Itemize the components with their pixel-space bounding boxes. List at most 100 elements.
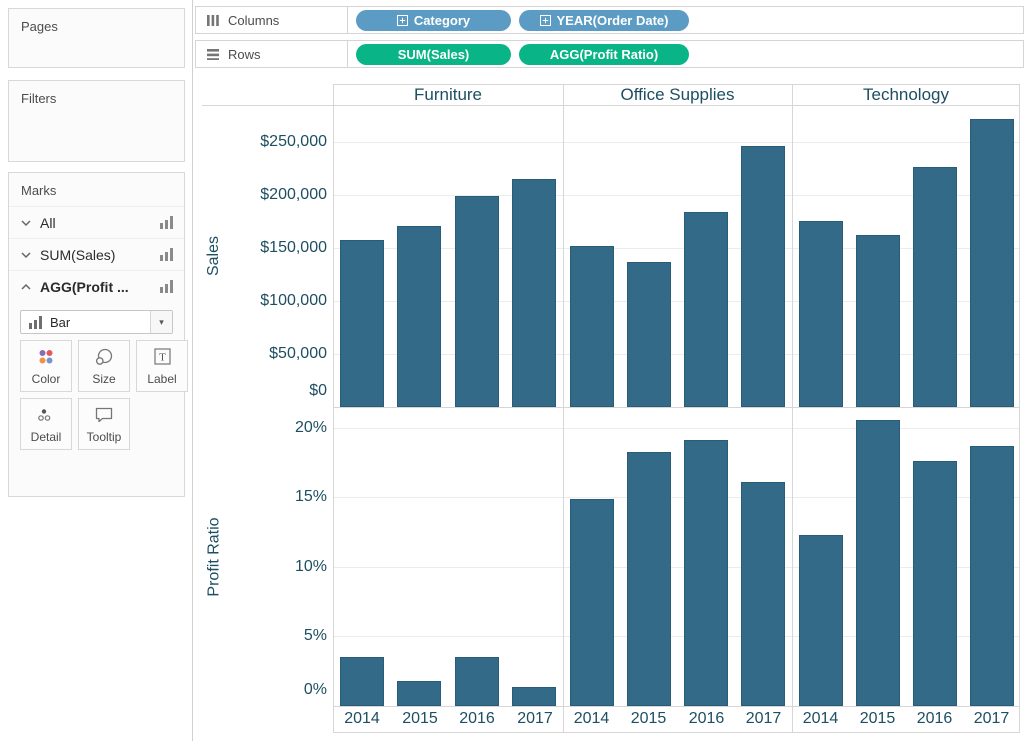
tooltip-button[interactable]: Tooltip xyxy=(78,398,130,450)
bar-office-supplies-2015-sales[interactable] xyxy=(627,262,671,407)
pane-border xyxy=(1019,84,1020,732)
pill-category[interactable]: Category xyxy=(356,9,511,31)
columns-shelf-label: Columns xyxy=(228,12,280,28)
y-axis-title-sales: Sales xyxy=(205,235,222,277)
plus-box-icon[interactable] xyxy=(539,14,551,26)
y-tick-label: $50,000 xyxy=(269,345,327,362)
mark-type-dropdown[interactable]: Bar ▾ xyxy=(20,310,173,334)
pane-border xyxy=(563,84,564,732)
y-tick-label: 10% xyxy=(294,558,327,575)
color-button[interactable]: Color xyxy=(20,340,72,392)
y-tick-label: 20% xyxy=(294,419,327,436)
column-header-furniture[interactable]: Furniture xyxy=(413,85,483,104)
chevron-down-icon[interactable] xyxy=(21,219,31,227)
bar-office-supplies-2017-sales[interactable] xyxy=(741,146,785,407)
column-header-technology[interactable]: Technology xyxy=(862,85,949,104)
side-panel: Pages Filters Marks All xyxy=(0,0,193,741)
x-tick-label: 2015 xyxy=(859,710,896,727)
marks-entry-all[interactable]: All xyxy=(9,206,184,238)
gridline xyxy=(334,354,1019,355)
bar-chart-mini-icon xyxy=(29,315,43,329)
rows-shelf[interactable]: Rows SUM(Sales) AGG(Profit Ratio) xyxy=(195,40,1024,68)
bar-office-supplies-2016-profit-ratio[interactable] xyxy=(684,440,728,706)
header-top-border xyxy=(333,84,1020,85)
bar-office-supplies-2017-profit-ratio[interactable] xyxy=(741,482,785,706)
filters-title: Filters xyxy=(21,91,57,106)
bar-furniture-2015-sales[interactable] xyxy=(397,226,441,407)
bar-office-supplies-2016-sales[interactable] xyxy=(684,212,728,407)
gridline xyxy=(334,636,1019,637)
detail-button[interactable]: Detail xyxy=(20,398,72,450)
y-tick-label: 5% xyxy=(303,627,327,644)
gridline xyxy=(334,142,1019,143)
detail-button-label: Detail xyxy=(30,430,62,444)
bar-technology-2016-sales[interactable] xyxy=(913,167,957,407)
marks-buttons: Color Size T xyxy=(20,340,188,450)
pill-label: Category xyxy=(413,12,471,28)
tooltip-icon xyxy=(79,399,129,430)
gridline xyxy=(334,301,1019,302)
dropdown-caret-icon[interactable]: ▾ xyxy=(150,311,172,333)
y-tick-label: 15% xyxy=(294,488,327,505)
columns-pill-zone: Category YEAR(Order Date) xyxy=(348,9,689,31)
bar-office-supplies-2014-profit-ratio[interactable] xyxy=(570,499,614,706)
column-header-office-supplies[interactable]: Office Supplies xyxy=(620,85,735,104)
x-tick-label: 2015 xyxy=(402,710,438,727)
y-tick-label: $150,000 xyxy=(260,239,327,256)
pill-label: SUM(Sales) xyxy=(397,46,470,62)
chevron-down-icon[interactable] xyxy=(21,251,31,259)
bar-furniture-2014-profit-ratio[interactable] xyxy=(340,657,384,706)
filters-shelf-card[interactable]: Filters xyxy=(8,80,185,162)
bar-technology-2014-profit-ratio[interactable] xyxy=(799,535,843,706)
marks-entry-sum-sales[interactable]: SUM(Sales) xyxy=(9,238,184,270)
bar-technology-2015-sales[interactable] xyxy=(856,235,900,407)
bar-technology-2015-profit-ratio[interactable] xyxy=(856,420,900,706)
pill-year-order-date[interactable]: YEAR(Order Date) xyxy=(519,9,689,31)
pill-agg-profit-ratio[interactable]: AGG(Profit Ratio) xyxy=(519,43,689,65)
x-tick-label: 2017 xyxy=(973,710,1010,727)
size-button[interactable]: Size xyxy=(78,340,130,392)
columns-shelf-label-zone: Columns xyxy=(196,7,348,33)
marks-entry-list: All SUM(Sales) xyxy=(9,206,184,302)
bar-technology-2014-sales[interactable] xyxy=(799,221,843,407)
bar-office-supplies-2015-profit-ratio[interactable] xyxy=(627,452,671,706)
columns-shelf[interactable]: Columns Category YEAR(Order Date) xyxy=(195,6,1024,34)
pages-shelf-card[interactable]: Pages xyxy=(8,8,185,68)
y-axis-title-profit-ratio: Profit Ratio xyxy=(205,517,223,597)
marks-entry-label: AGG(Profit ... xyxy=(40,278,129,295)
label-button[interactable]: T Label xyxy=(136,340,188,392)
bar-office-supplies-2014-sales[interactable] xyxy=(570,246,614,407)
x-tick-label: 2014 xyxy=(573,710,610,727)
axis-bottom-border xyxy=(333,732,1020,733)
plus-box-icon[interactable] xyxy=(396,14,408,26)
bar-furniture-2016-profit-ratio[interactable] xyxy=(455,657,499,706)
pill-sum-sales[interactable]: SUM(Sales) xyxy=(356,43,511,65)
bar-technology-2017-profit-ratio[interactable] xyxy=(970,446,1014,706)
chevron-up-icon[interactable] xyxy=(21,283,31,291)
color-button-label: Color xyxy=(31,372,61,386)
marks-entry-agg-profit-ratio[interactable]: AGG(Profit ... xyxy=(9,270,184,302)
bar-furniture-2014-sales[interactable] xyxy=(340,240,384,407)
marks-entry-label: SUM(Sales) xyxy=(40,246,116,263)
bar-furniture-2016-sales[interactable] xyxy=(455,196,499,407)
pane-bottom-border xyxy=(333,706,1020,707)
bar-furniture-2017-profit-ratio[interactable] xyxy=(512,687,556,706)
bar-furniture-2017-sales[interactable] xyxy=(512,179,556,407)
mark-type-value: Bar xyxy=(50,314,71,330)
rows-shelf-label: Rows xyxy=(228,46,261,62)
size-icon xyxy=(79,341,129,372)
bar-technology-2016-profit-ratio[interactable] xyxy=(913,461,957,706)
pill-label: AGG(Profit Ratio) xyxy=(549,46,659,62)
bar-furniture-2015-profit-ratio[interactable] xyxy=(397,681,441,706)
y-tick-label: 0% xyxy=(303,681,327,698)
pane-border xyxy=(333,84,334,732)
detail-icon xyxy=(21,399,71,430)
label-button-label: Label xyxy=(147,372,177,386)
svg-text:T: T xyxy=(159,352,166,364)
marks-entry-label: All xyxy=(40,214,56,231)
tooltip-button-label: Tooltip xyxy=(86,430,122,444)
pane-border xyxy=(792,84,793,732)
bar-technology-2017-sales[interactable] xyxy=(970,119,1014,407)
bar-chart-mini-icon xyxy=(160,248,174,261)
